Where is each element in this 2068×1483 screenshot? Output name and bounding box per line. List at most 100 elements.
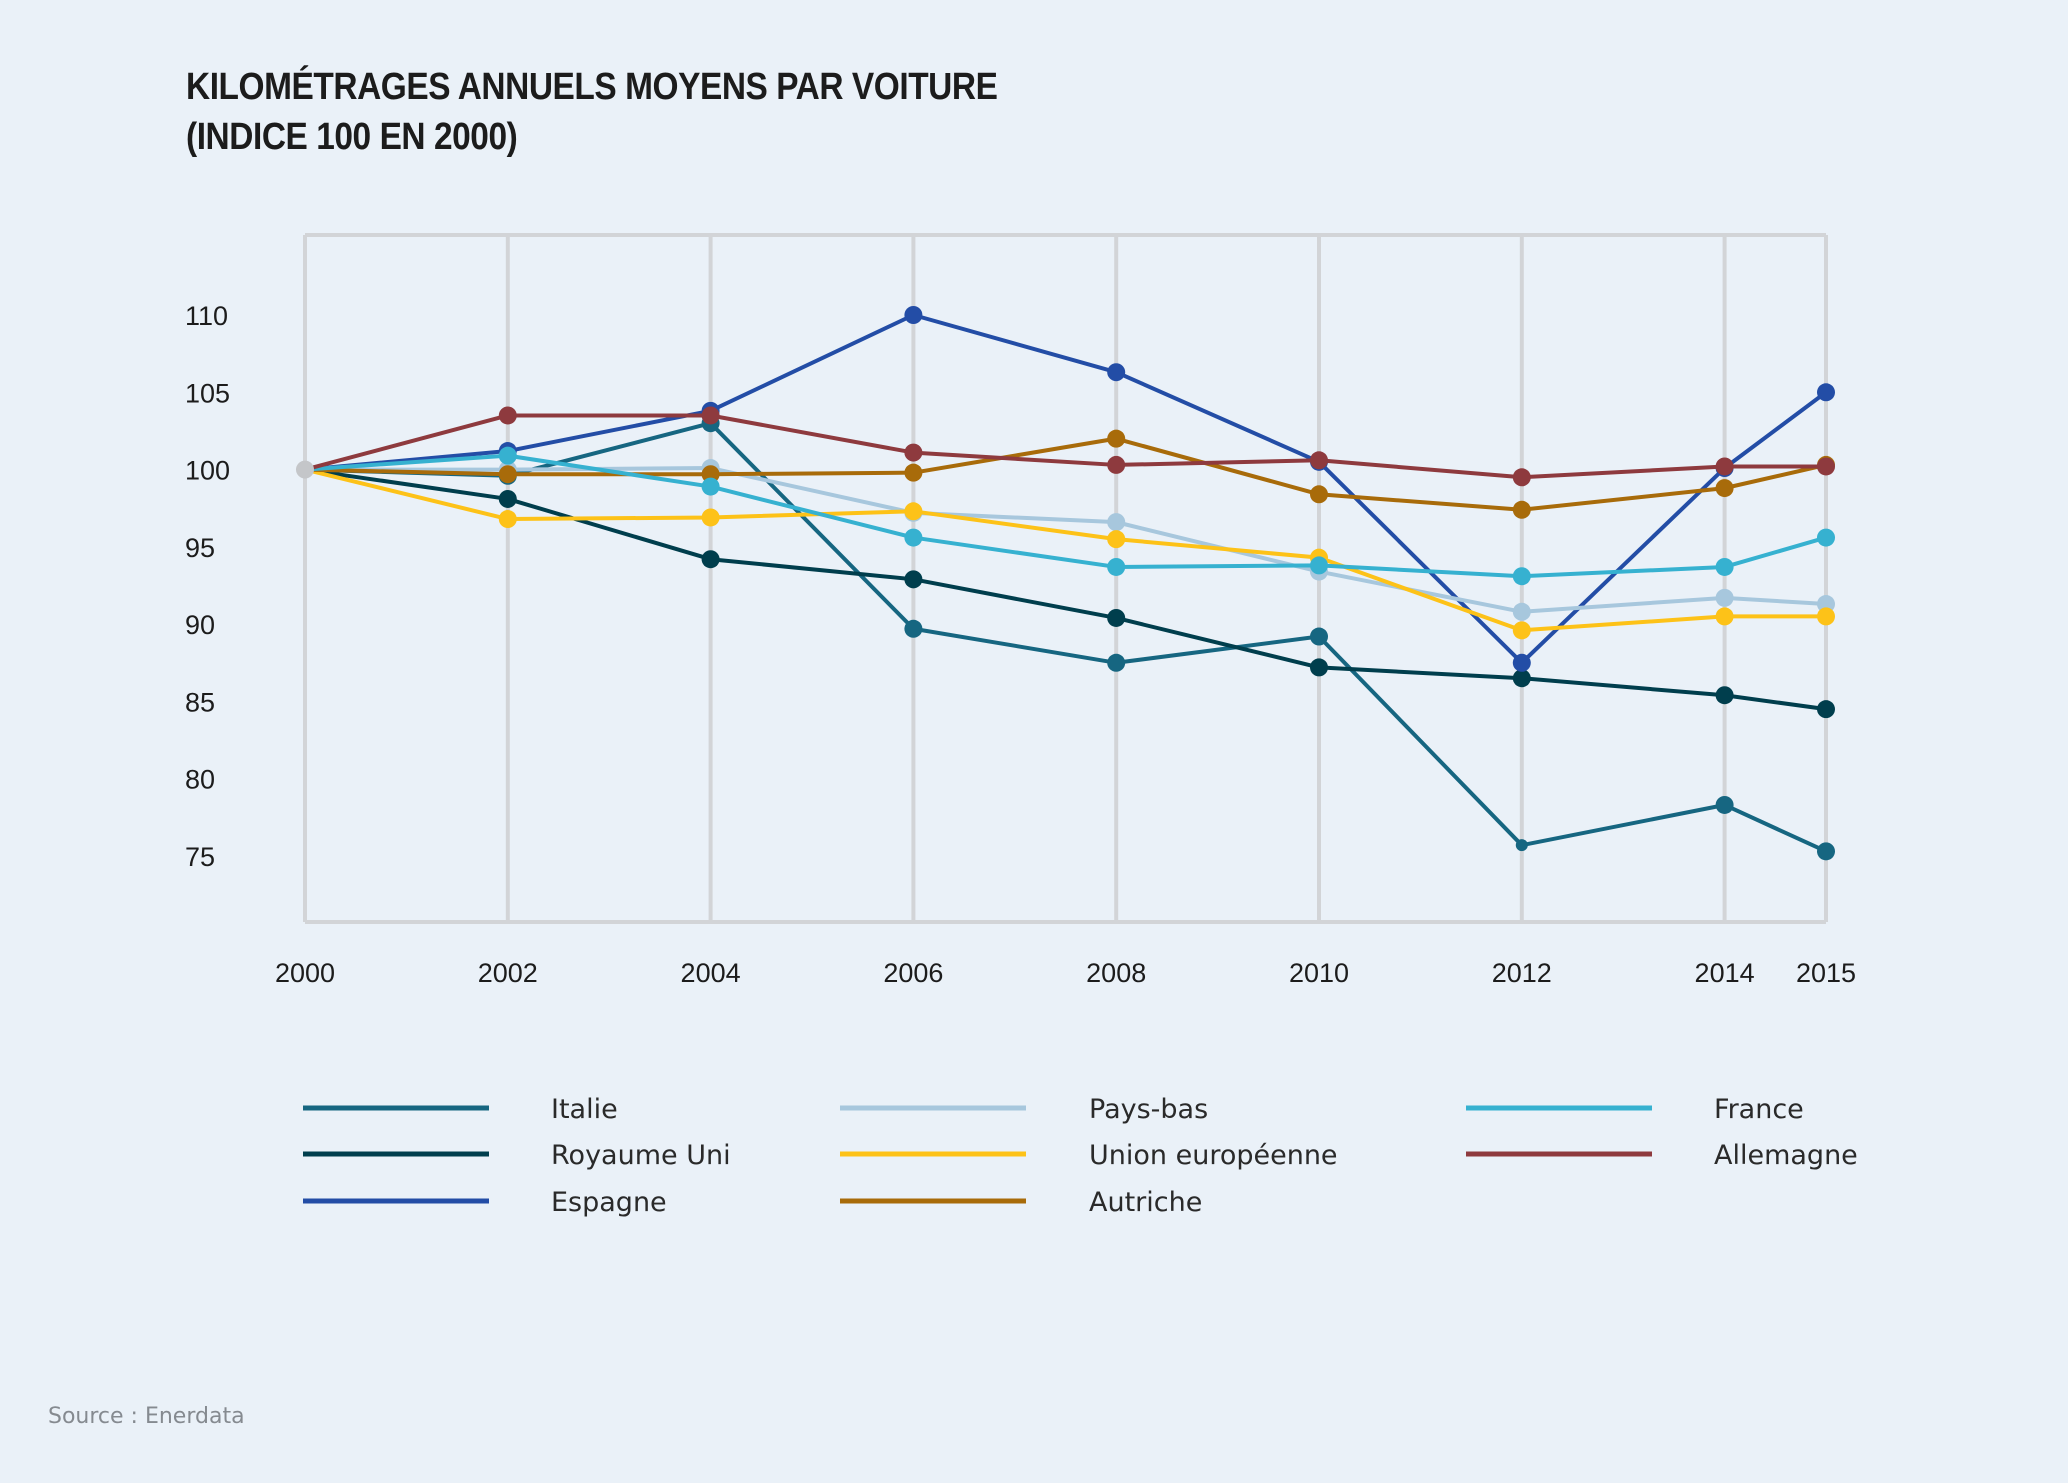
series-line: [304, 313, 1828, 665]
data-point: [701, 508, 720, 527]
source-note: Source : Enerdata: [48, 1404, 245, 1429]
x-tick-label: 2010: [1289, 958, 1349, 988]
legend-item: Royaume Uni: [303, 1140, 731, 1171]
data-point: [904, 570, 923, 589]
chart-title: KILOMÉTRAGES ANNUELS MOYENS PAR VOITURE …: [186, 62, 998, 162]
legend-label: Italie: [551, 1094, 618, 1125]
data-point: [1107, 608, 1126, 627]
data-point: [701, 406, 720, 425]
data-point: [904, 443, 923, 462]
data-point: [1310, 451, 1328, 470]
x-tick-label: 2012: [1492, 958, 1552, 988]
x-tick-label: 2008: [1086, 958, 1146, 988]
data-point: [1715, 607, 1734, 626]
data-point: [1715, 588, 1734, 607]
x-tick-label: 2006: [883, 958, 943, 988]
y-tick-label: 75: [185, 842, 215, 872]
data-point: [1715, 479, 1734, 498]
data-point: [701, 465, 720, 484]
data-point: [1817, 383, 1835, 402]
data-point: [1107, 363, 1126, 382]
legend-label: Espagne: [551, 1187, 667, 1218]
series-france: [304, 446, 1835, 586]
data-point: [1817, 457, 1835, 476]
series-line: [304, 421, 1827, 854]
data-point: [1512, 602, 1531, 621]
data-point: [1512, 567, 1531, 586]
data-point: [1310, 627, 1328, 646]
data-point: [498, 465, 517, 484]
x-axis-ticks: 2000 2002 2004 2006 2008 2010 2012 2014 2015: [275, 958, 1856, 988]
data-point: [1512, 653, 1531, 672]
data-point: [1512, 669, 1531, 688]
series-allemagne: [304, 406, 1835, 487]
data-point: [904, 306, 923, 324]
data-point: [1107, 429, 1126, 448]
y-tick-label: 105: [185, 378, 230, 408]
data-point: [1817, 842, 1835, 861]
legend-item: Union européenne: [840, 1140, 1338, 1171]
y-tick-label: 80: [185, 765, 215, 795]
data-point: [498, 406, 517, 425]
chart-title-line-2: (INDICE 100 EN 2000): [186, 116, 518, 158]
grid: [303, 233, 1828, 924]
data-point: [1310, 556, 1328, 575]
data-point: [1817, 607, 1835, 626]
data-point: [1107, 513, 1126, 532]
legend-item: Italie: [303, 1094, 618, 1125]
series-union-europ-enne: [304, 467, 1835, 640]
data-point: [1310, 485, 1328, 504]
data-point: [1515, 839, 1528, 852]
legend-item: Espagne: [303, 1187, 667, 1218]
y-tick-label: 85: [185, 687, 215, 717]
data-point: [498, 489, 517, 508]
legend-label: Royaume Uni: [551, 1140, 731, 1171]
legend-item: France: [1466, 1094, 1804, 1125]
y-tick-label: 90: [185, 610, 215, 640]
series-pays-bas: [305, 459, 1835, 621]
data-point: [1107, 530, 1126, 549]
data-point: [1512, 621, 1531, 640]
series-royaume-uni: [304, 467, 1835, 719]
y-tick-label: 95: [185, 533, 215, 563]
x-tick-label: 2000: [275, 958, 335, 988]
legend-label: Pays-bas: [1089, 1094, 1208, 1125]
data-point: [1715, 557, 1734, 576]
start-point: [296, 460, 314, 479]
legend-label: France: [1714, 1094, 1804, 1125]
data-point: [1817, 595, 1835, 614]
x-tick-label: 2004: [681, 958, 741, 988]
legend-label: Autriche: [1089, 1187, 1202, 1218]
data-point: [1512, 500, 1531, 519]
data-point: [904, 502, 923, 521]
data-point: [1715, 795, 1734, 814]
series-group: [296, 306, 1835, 861]
data-point: [701, 550, 720, 569]
data-point: [904, 528, 923, 547]
legend-label: Allemagne: [1714, 1140, 1858, 1171]
series-espagne: [304, 306, 1835, 672]
x-tick-label: 2015: [1796, 958, 1856, 988]
data-point: [904, 463, 923, 482]
legend-item: Allemagne: [1466, 1140, 1858, 1171]
data-point: [1107, 653, 1126, 672]
data-point: [1715, 457, 1734, 476]
y-tick-label: 100: [185, 456, 230, 486]
y-axis-ticks: 110 105 100 95 90 85 80 75: [185, 301, 230, 872]
data-point: [1817, 700, 1835, 719]
chart-title-line-1: KILOMÉTRAGES ANNUELS MOYENS PAR VOITURE: [186, 66, 998, 108]
data-point: [1107, 557, 1126, 576]
data-point: [904, 619, 923, 638]
legend-label: Union européenne: [1089, 1140, 1338, 1171]
data-point: [498, 446, 517, 465]
data-point: [1715, 686, 1734, 705]
data-point: [1512, 468, 1531, 487]
series-autriche: [304, 429, 1835, 519]
series-italie: [304, 414, 1835, 861]
legend-item: Autriche: [840, 1187, 1202, 1218]
y-tick-label: 110: [185, 301, 228, 331]
data-point: [1817, 528, 1835, 547]
data-point: [498, 510, 517, 529]
x-tick-label: 2014: [1695, 958, 1755, 988]
legend-item: Pays-bas: [840, 1094, 1208, 1125]
